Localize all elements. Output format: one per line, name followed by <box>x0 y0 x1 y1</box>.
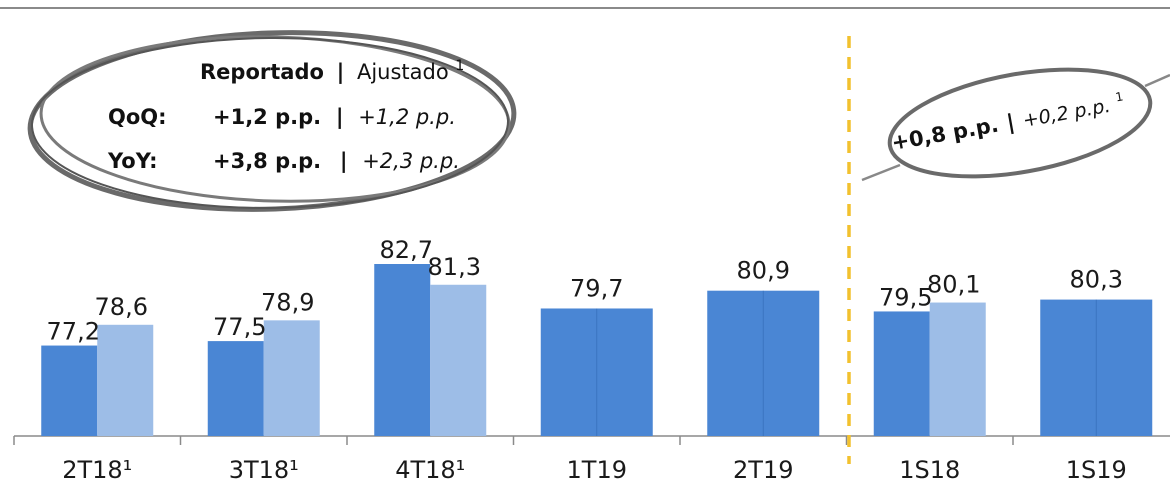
bar-ajustado <box>929 302 986 436</box>
category-label: 1S19 <box>1066 456 1127 484</box>
value-label-reportado: 82,7 <box>380 236 433 264</box>
value-label-reportado: 79,5 <box>879 283 932 311</box>
category-labels-group: 2T18¹ 3T18¹ 4T18¹ 1T19 2T19 1S18 1S19 <box>62 456 1127 484</box>
bar-ajustado <box>263 320 320 436</box>
qoq-separator: | <box>336 105 344 130</box>
yoy-adjusted: +2,3 p.p. <box>362 149 460 173</box>
value-label: 80,3 <box>1070 266 1123 294</box>
value-label-reportado: 77,5 <box>213 313 266 341</box>
bar-reportado <box>41 345 98 436</box>
bar-reportado <box>207 341 264 436</box>
category-label: 2T19 <box>733 456 793 484</box>
bar-reportado <box>873 311 930 436</box>
category-label: 1T19 <box>567 456 627 484</box>
header-separator: | <box>337 60 345 85</box>
svg-text:+1,2 p.p. | +1: +1,2 p.p. | +1,2 p.p. <box>213 105 456 130</box>
yoy-reported: +3,8 p.p. <box>213 149 321 173</box>
header-reported: Reportado <box>200 60 324 84</box>
bar-reportado <box>1040 299 1097 436</box>
yoy-label: YoY: <box>107 149 158 173</box>
qoq-label: QoQ: <box>108 105 167 129</box>
bars-group <box>41 264 1153 436</box>
semester-superscript: 1 <box>1114 89 1124 104</box>
bar-ajustado <box>97 324 154 436</box>
bar-reportado <box>707 290 764 436</box>
bar-ajustado <box>430 284 487 436</box>
value-label: 79,7 <box>570 274 623 302</box>
bar-reportado <box>540 308 597 436</box>
value-label-ajustado: 80,1 <box>927 271 980 299</box>
bar-ajustado <box>596 308 653 436</box>
value-label-reportado: 77,2 <box>47 318 100 346</box>
qoq-adjusted: +1,2 p.p. <box>358 105 456 129</box>
value-label-ajustado: 81,3 <box>428 253 481 281</box>
quarter-annotation: Reportado | Ajustado 1 QoQ: +1,2 p.p. | … <box>27 30 517 212</box>
qoq-reported: +1,2 p.p. <box>213 105 321 129</box>
yoy-separator: | <box>340 149 348 174</box>
semester-separator: | <box>1005 110 1017 136</box>
svg-text:+3,8 p.p. | +2: +3,8 p.p. | +2,3 p.p. <box>213 149 460 174</box>
value-label: 80,9 <box>737 257 790 285</box>
value-label-ajustado: 78,9 <box>261 288 314 316</box>
bar-reportado <box>374 264 431 436</box>
value-label-ajustado: 78,6 <box>95 293 148 321</box>
quarter-ellipse-mid <box>31 36 509 210</box>
svg-text:Reportado | Aj: Reportado | Ajustado 1 <box>200 58 464 85</box>
quarter-ellipse-outer <box>27 30 517 212</box>
x-axis-ticks <box>13 436 1014 445</box>
category-label: 1S18 <box>899 456 960 484</box>
header-superscript: 1 <box>455 58 464 74</box>
category-label: 3T18¹ <box>229 456 299 484</box>
bar-ajustado <box>1096 299 1153 436</box>
header-adjusted: Ajustado <box>357 60 449 84</box>
category-label: 2T18¹ <box>62 456 132 484</box>
semester-connector-2 <box>1144 73 1170 88</box>
category-label: 4T18¹ <box>395 456 465 484</box>
semester-annotation: +0,8 p.p. | +0,2 p.p. 1 <box>861 67 1170 182</box>
value-labels-group: 77,278,6 77,578,9 82,781,3 79,7 80,9 79,580,1… <box>47 236 1123 346</box>
bar-ajustado <box>763 290 820 436</box>
semester-connector <box>861 163 901 182</box>
semester-ellipse <box>887 67 1153 179</box>
